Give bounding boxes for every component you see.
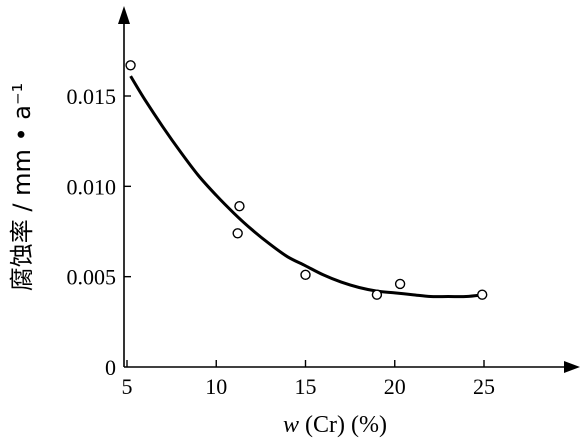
data-point xyxy=(371,289,383,300)
y-axis-ticks: 0 0.005 0.010 0.015 xyxy=(67,84,131,380)
x-axis-arrow xyxy=(564,361,580,373)
x-tick-label: 5 xyxy=(122,374,133,399)
x-axis-label: w (Cr) (%) xyxy=(283,412,387,438)
x-tick-label: 25 xyxy=(473,374,495,399)
data-point xyxy=(234,201,245,212)
data-point xyxy=(300,269,311,281)
x-tick-label: 20 xyxy=(384,374,406,399)
data-point xyxy=(394,278,406,290)
y-axis-label: 腐蚀率 / mm • a⁻¹ xyxy=(8,83,36,292)
fitted-curve xyxy=(129,75,485,299)
x-tick-label: 15 xyxy=(295,374,317,399)
y-tick-label: 0.010 xyxy=(67,174,117,199)
y-axis-arrow xyxy=(118,6,130,24)
axes xyxy=(118,6,580,373)
x-tick-label: 10 xyxy=(205,374,227,399)
data-point xyxy=(125,60,136,71)
data-points-layer xyxy=(125,60,488,300)
data-point xyxy=(477,289,488,300)
x-axis-ticks: 5 10 15 20 25 xyxy=(122,360,495,399)
y-tick-label: 0.015 xyxy=(67,84,117,109)
y-tick-label: 0.005 xyxy=(67,265,117,290)
data-point xyxy=(232,228,243,239)
fitted-curve-layer xyxy=(129,75,485,299)
y-tick-label: 0 xyxy=(105,355,116,380)
